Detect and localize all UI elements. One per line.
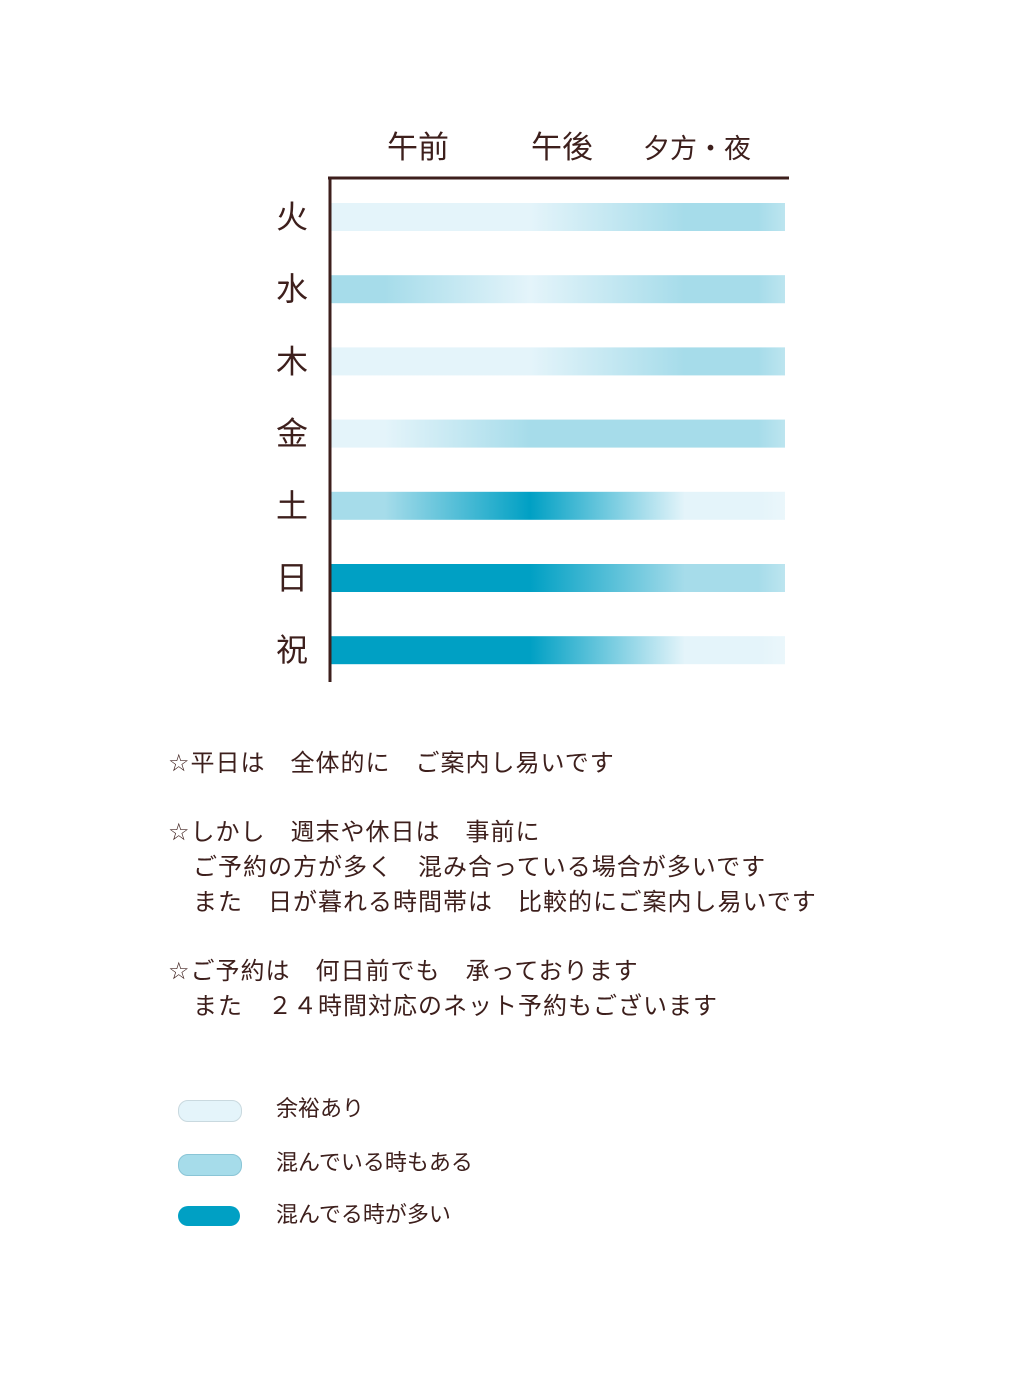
note-line: また ２４時間対応のネット予約もございます xyxy=(168,992,718,1020)
column-label: 午後 xyxy=(531,130,593,166)
row-label: 祝 xyxy=(276,631,308,669)
heat-bar-fade-1 xyxy=(330,275,785,304)
note-block-weekends: ☆しかし 週末や休日は 事前に ご予約の方が多く 混み合っている場合が多いです … xyxy=(168,815,968,920)
legend-item-high: 混んでる時が多い xyxy=(178,1202,578,1232)
heat-bar-fade-0 xyxy=(330,203,785,231)
row-label: 金 xyxy=(276,415,308,453)
legend-swatch-mid xyxy=(178,1154,242,1176)
row-label: 木 xyxy=(276,342,308,380)
note-line: また 日が暮れる時間帯は 比較的にご案内し易いです xyxy=(168,888,817,916)
row-label: 日 xyxy=(276,559,308,597)
note-line: ☆しかし 週末や休日は 事前に xyxy=(168,818,541,846)
heat-bar-fade-4 xyxy=(330,491,785,520)
note-line: ☆平日は 全体的に ご案内し易いです xyxy=(168,749,615,777)
legend-swatch-low xyxy=(178,1100,242,1122)
notes-section: ☆平日は 全体的に ご案内し易いです ☆しかし 週末や休日は 事前に ご予約の方… xyxy=(168,746,968,1058)
row-label: 土 xyxy=(276,487,308,525)
heat-bar-fade-5 xyxy=(330,564,785,592)
legend-item-low: 余裕あり xyxy=(178,1096,578,1126)
legend-label: 余裕あり xyxy=(276,1097,365,1122)
note-block-weekdays: ☆平日は 全体的に ご案内し易いです xyxy=(168,746,968,781)
heat-bar-fade-3 xyxy=(330,419,785,448)
column-label: 夕方・夜 xyxy=(643,134,751,165)
note-line: ご予約の方が多く 混み合っている場合が多いです xyxy=(168,853,767,881)
row-label: 火 xyxy=(276,198,308,236)
note-line: ☆ご予約は 何日前でも 承っております xyxy=(168,957,639,985)
column-label: 午前 xyxy=(387,130,449,166)
heat-bar-fade-6 xyxy=(330,636,785,665)
row-label: 水 xyxy=(276,270,308,308)
legend-label: 混んでいる時もある xyxy=(276,1151,473,1176)
note-block-reservation: ☆ご予約は 何日前でも 承っております また ２４時間対応のネット予約もございま… xyxy=(168,954,968,1024)
legend-swatch-high xyxy=(178,1206,240,1226)
heat-bar-fade-2 xyxy=(330,347,785,376)
legend-item-mid: 混んでいる時もある xyxy=(178,1150,578,1180)
legend-label: 混んでる時が多い xyxy=(276,1203,451,1228)
